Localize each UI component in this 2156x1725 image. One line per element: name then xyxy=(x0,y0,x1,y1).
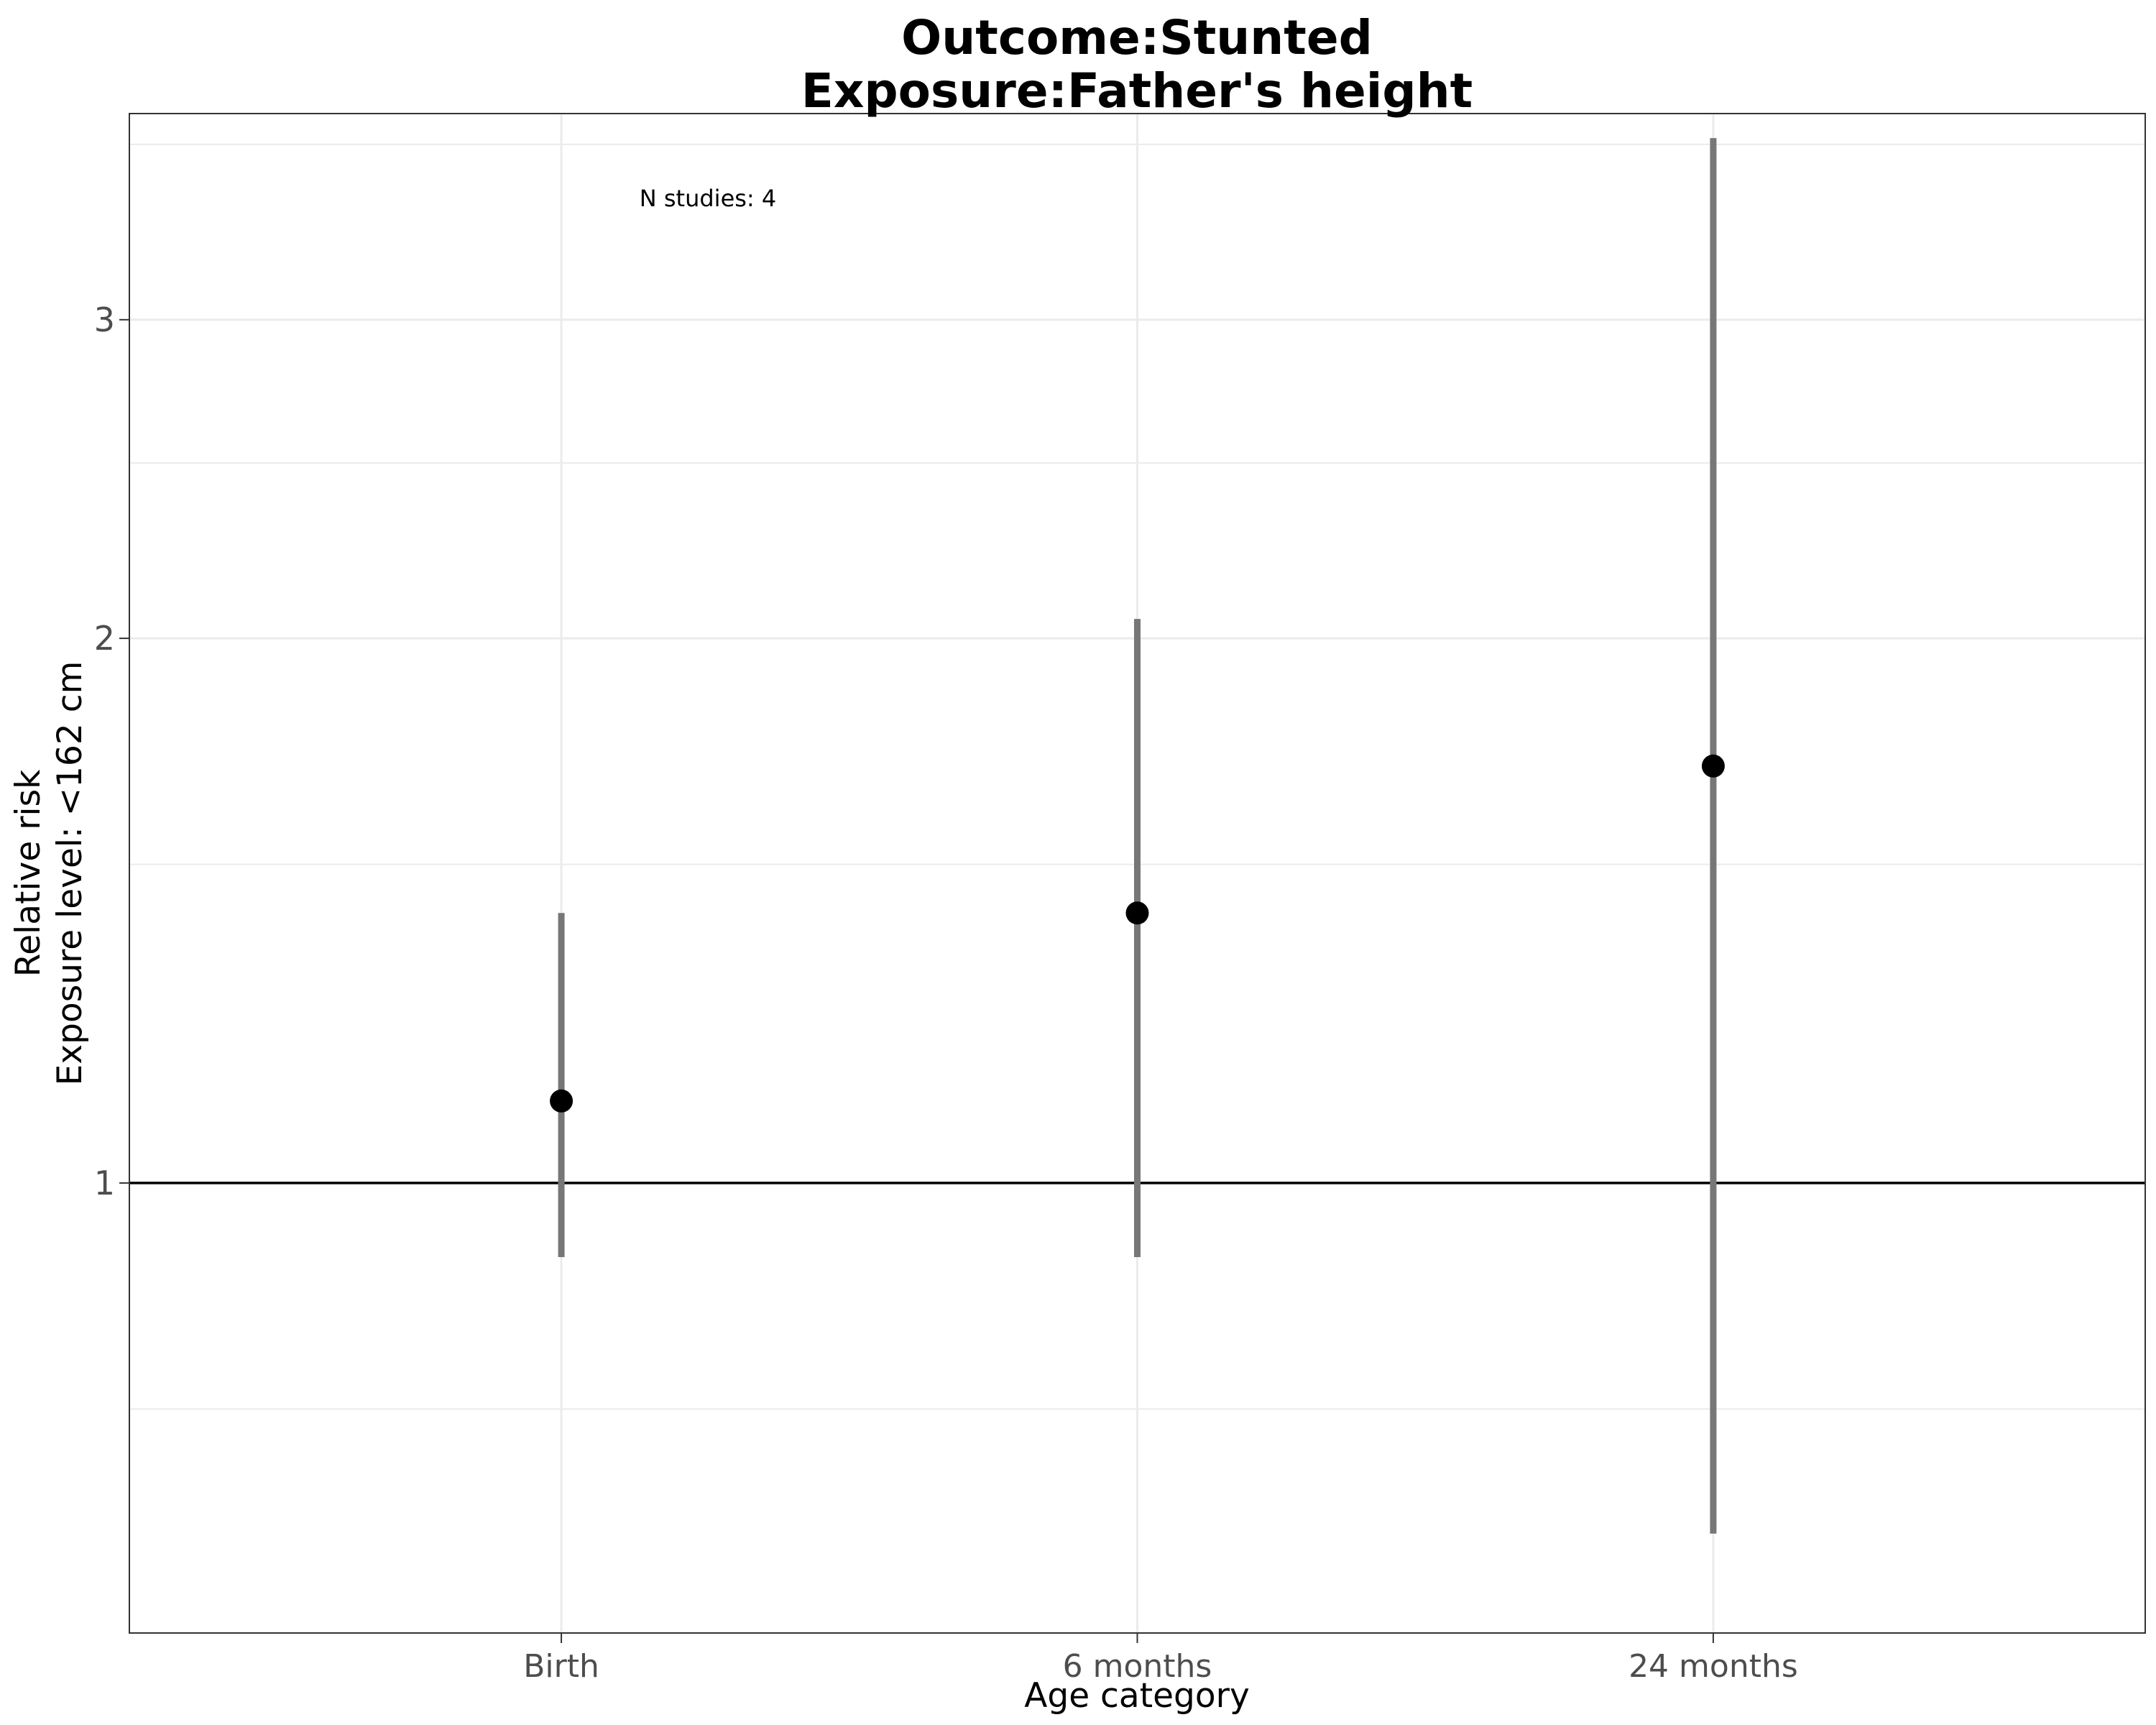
x-axis-ticks: Birth 6 months 24 months xyxy=(523,1633,1798,1685)
y-tick-label: 2 xyxy=(94,619,115,658)
point-estimate xyxy=(1701,754,1725,778)
n-studies-annotation: N studies: 4 xyxy=(640,185,776,212)
chart-title-line2: Exposure:Father's height xyxy=(801,63,1473,119)
x-axis-title: Age category xyxy=(1024,1676,1250,1716)
chart-title-line1: Outcome:Stunted xyxy=(901,10,1373,65)
point-estimate xyxy=(550,1089,573,1113)
y-axis-title-line2: Exposure level: <162 cm xyxy=(50,661,90,1086)
point-estimate xyxy=(1125,901,1149,925)
x-tick-label: 24 months xyxy=(1628,1648,1798,1685)
y-tick-label: 3 xyxy=(94,300,115,339)
x-tick-label: Birth xyxy=(523,1648,599,1685)
y-axis-ticks: 1 2 3 xyxy=(94,300,129,1202)
x-tick-label: 6 months xyxy=(1063,1648,1212,1685)
y-tick-label: 1 xyxy=(94,1164,115,1202)
intervals xyxy=(558,138,1717,1534)
points xyxy=(550,754,1725,1113)
y-axis-title-line1: Relative risk xyxy=(9,769,48,977)
